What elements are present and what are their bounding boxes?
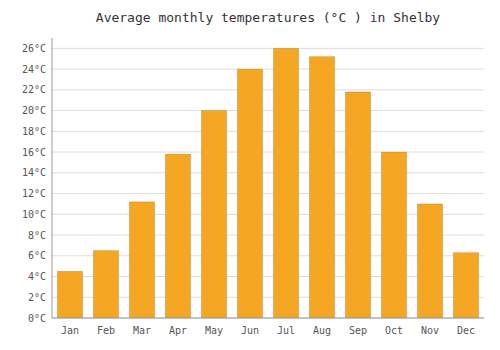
grid-line	[52, 89, 484, 90]
x-tick-label: Oct	[385, 325, 403, 336]
grid-line	[52, 69, 484, 70]
grid-line	[52, 131, 484, 132]
bar	[417, 204, 442, 318]
bars	[57, 48, 478, 318]
x-tick-label: Sep	[349, 325, 367, 336]
y-tick-label: 4°C	[28, 271, 46, 282]
bar	[453, 253, 478, 318]
y-tick-label: 0°C	[28, 313, 46, 324]
grid-line	[52, 110, 484, 111]
grid-line	[52, 152, 484, 153]
y-tick-label: 24°C	[22, 64, 46, 75]
x-tick-label: May	[205, 325, 223, 336]
x-tick-label: Nov	[421, 325, 439, 336]
chart-svg: Average monthly temperatures (°C ) in Sh…	[0, 0, 500, 350]
x-tick-label: Aug	[313, 325, 331, 336]
x-tick-label: Jan	[61, 325, 79, 336]
y-tick-label: 6°C	[28, 250, 46, 261]
x-tick-label: Jul	[277, 325, 295, 336]
grid-line	[52, 172, 484, 173]
bar	[93, 251, 118, 318]
bar	[129, 202, 154, 318]
title: Average monthly temperatures (°C ) in Sh…	[96, 10, 441, 25]
y-tick-label: 12°C	[22, 188, 46, 199]
y-tick-label: 2°C	[28, 292, 46, 303]
grid-line	[52, 193, 484, 194]
y-tick-label: 10°C	[22, 209, 46, 220]
bar	[201, 111, 226, 318]
x-tick-label: Apr	[169, 325, 187, 336]
bar	[165, 154, 190, 318]
y-axis-line	[52, 38, 53, 318]
y-tick-label: 26°C	[22, 43, 46, 54]
y-tick-label: 8°C	[28, 230, 46, 241]
y-tick-label: 18°C	[22, 126, 46, 137]
bar	[237, 69, 262, 318]
grid	[52, 48, 484, 318]
y-tick-label: 16°C	[22, 147, 46, 158]
bar	[309, 57, 334, 318]
x-tick-label: Dec	[457, 325, 475, 336]
bar	[381, 152, 406, 318]
x-axis-line	[52, 318, 484, 319]
x-tick-label: Mar	[133, 325, 151, 336]
x-tick-label: Jun	[241, 325, 259, 336]
bar	[273, 48, 298, 318]
y-tick-label: 20°C	[22, 105, 46, 116]
grid-line	[52, 318, 484, 319]
y-tick-label: 14°C	[22, 167, 46, 178]
x-tick-label: Feb	[97, 325, 115, 336]
bar	[57, 271, 82, 318]
chart-container: Average monthly temperatures (°C ) in Sh…	[0, 0, 500, 350]
bar	[345, 92, 370, 318]
grid-line	[52, 48, 484, 49]
y-tick-label: 22°C	[22, 84, 46, 95]
